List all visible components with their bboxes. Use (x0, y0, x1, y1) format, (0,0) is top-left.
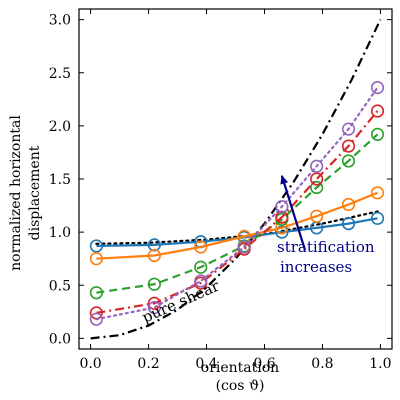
y-tick-label: 1.5 (49, 172, 71, 188)
pure-shear-curve (90, 19, 382, 340)
data-point-2-1 (147, 248, 161, 263)
y-tick-label: 1.0 (49, 225, 71, 241)
plot-frame (78, 8, 393, 350)
stratification-label-line1: stratification (277, 238, 375, 256)
x-axis-label: orientation (201, 360, 279, 376)
y-axis-label-line2: displacement (27, 145, 43, 240)
x-tick-label: 0.8 (311, 356, 333, 372)
data-point-2-7 (370, 186, 385, 200)
data-point-1-6 (341, 217, 356, 231)
y-tick-label: 0.0 (49, 331, 71, 347)
data-point-2-2 (194, 240, 208, 254)
data-point-5-1 (147, 300, 161, 315)
stratification-arrow (280, 174, 307, 251)
x-tick-label: 0.0 (79, 356, 101, 372)
data-point-3-6 (341, 154, 356, 168)
y-tick-label: 2.0 (49, 119, 71, 135)
data-layer (89, 19, 385, 340)
stratification-label-line2: increases (280, 258, 352, 276)
data-point-4-4 (275, 210, 289, 224)
data-point-5-7 (370, 81, 385, 95)
data-point-1-7 (370, 211, 385, 225)
data-point-4-6 (341, 139, 356, 153)
data-point-3-7 (370, 127, 385, 141)
x-tick-label: 0.6 (253, 356, 275, 372)
data-point-5-4 (275, 200, 289, 214)
series-line-5 (95, 86, 379, 321)
data-point-5-6 (341, 122, 356, 136)
x-tick-label: 0.2 (137, 356, 159, 372)
data-point-1-0 (89, 239, 103, 253)
data-point-5-3 (237, 240, 251, 254)
x-tick-label: 0.4 (195, 356, 217, 372)
data-point-5-2 (194, 274, 208, 288)
y-axis-label-line1: normalized horizontal (8, 115, 24, 271)
data-point-2-3 (237, 229, 251, 243)
series-line-4 (96, 110, 379, 314)
y-tick-label: 3.0 (49, 13, 71, 29)
data-point-4-5 (310, 172, 324, 186)
y-tick-label: 2.5 (49, 66, 71, 82)
data-point-5-0 (89, 312, 103, 326)
data-point-2-0 (89, 252, 103, 266)
data-point-2-6 (341, 197, 356, 212)
data-point-2-5 (310, 209, 324, 223)
y-tick-label: 0.5 (49, 278, 71, 294)
data-point-1-1 (147, 238, 161, 252)
series-line-0 (95, 209, 382, 245)
x-axis-label-sub: (cos ϑ) (216, 378, 265, 394)
tick-layer: 0.0 0.2 0.4 0.6 0.8 1.0 0.0 0.5 1.0 1.5 2.0 2.5 3.0 (49, 9, 392, 372)
data-point-3-2 (194, 260, 208, 274)
data-point-4-7 (370, 104, 385, 118)
data-point-2-4 (275, 221, 289, 235)
data-point-3-5 (310, 180, 324, 195)
series-line-3 (96, 133, 379, 294)
data-point-3-0 (89, 286, 103, 300)
data-point-3-1 (147, 277, 161, 291)
data-point-1-4 (275, 225, 289, 239)
x-tick-label: 1.0 (369, 356, 391, 372)
data-point-5-5 (310, 159, 324, 173)
